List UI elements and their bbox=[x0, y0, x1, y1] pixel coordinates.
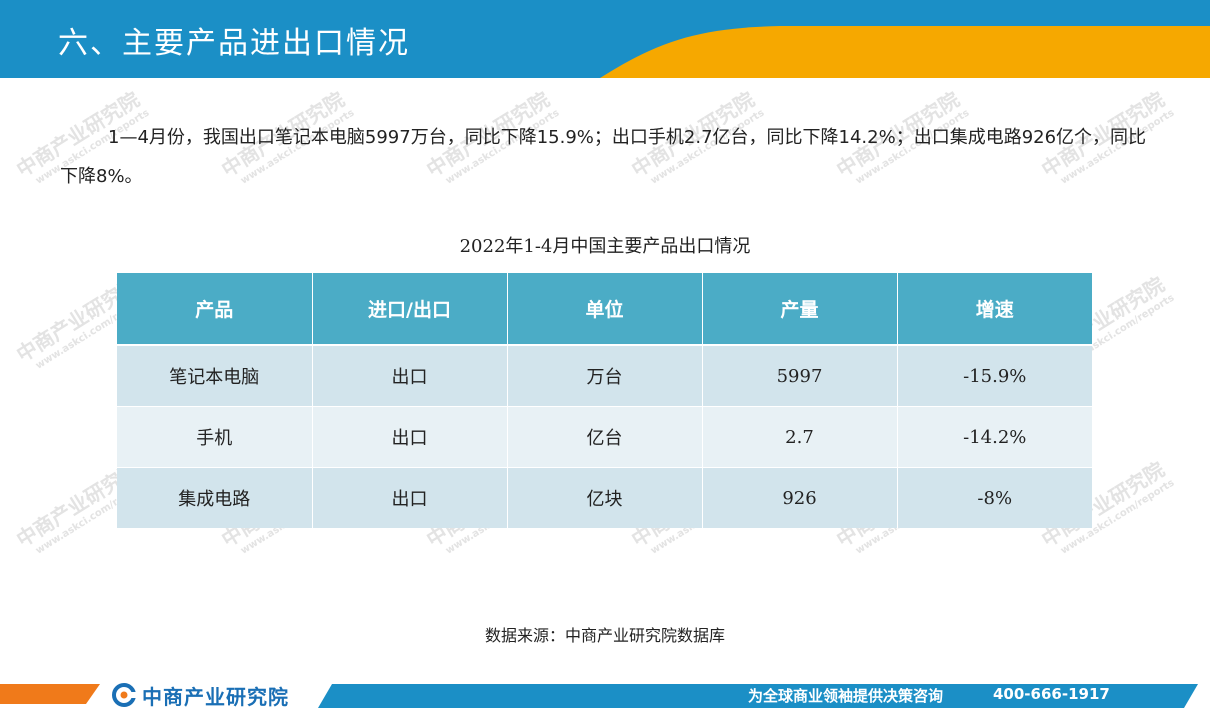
col-header-direction: 进口/出口 bbox=[312, 273, 508, 346]
cell-direction: 出口 bbox=[312, 467, 508, 528]
page-title: 六、主要产品进出口情况 bbox=[58, 26, 410, 61]
col-header-unit: 单位 bbox=[507, 273, 703, 346]
summary-text: 1—4月份，我国出口笔记本电脑5997万台，同比下降15.9%；出口手机2.7亿… bbox=[60, 127, 1147, 187]
cell-unit: 万台 bbox=[507, 345, 703, 407]
cell-quantity: 926 bbox=[702, 467, 898, 528]
logo-text: 中商产业研究院 bbox=[142, 684, 289, 709]
cell-unit: 亿台 bbox=[507, 406, 703, 468]
export-table: 产品 进口/出口 单位 产量 增速 笔记本电脑 出口 万台 5997 -15.9… bbox=[117, 273, 1092, 528]
table-header-row: 产品 进口/出口 单位 产量 增速 bbox=[117, 273, 1092, 346]
header-background bbox=[0, 0, 1210, 78]
cell-growth: -14.2% bbox=[897, 406, 1092, 468]
footer-phone: 400-666-1917 bbox=[993, 685, 1110, 703]
header-banner: 六、主要产品进出口情况 bbox=[0, 0, 1210, 78]
footer-slogan: 为全球商业领袖提供决策咨询 bbox=[748, 687, 944, 705]
cell-quantity: 5997 bbox=[702, 345, 898, 407]
footer-bar bbox=[0, 680, 1210, 718]
table-row: 笔记本电脑 出口 万台 5997 -15.9% bbox=[117, 345, 1092, 407]
table-row: 手机 出口 亿台 2.7 -14.2% bbox=[117, 406, 1092, 468]
cell-direction: 出口 bbox=[312, 406, 508, 468]
cell-product: 集成电路 bbox=[117, 467, 313, 528]
cell-direction: 出口 bbox=[312, 345, 508, 407]
company-logo: 中商产业研究院 bbox=[112, 683, 289, 709]
table-caption: 2022年1-4月中国主要产品出口情况 bbox=[459, 236, 751, 257]
cell-product: 手机 bbox=[117, 406, 313, 468]
logo-icon bbox=[112, 683, 136, 707]
cell-unit: 亿块 bbox=[507, 467, 703, 528]
cell-growth: -8% bbox=[897, 467, 1092, 528]
footer-background bbox=[0, 684, 1198, 708]
col-header-quantity: 产量 bbox=[702, 273, 898, 346]
data-source: 数据来源：中商产业研究院数据库 bbox=[484, 626, 725, 645]
col-header-growth: 增速 bbox=[897, 273, 1092, 346]
col-header-product: 产品 bbox=[117, 273, 313, 346]
summary-paragraph: 1—4月份，我国出口笔记本电脑5997万台，同比下降15.9%；出口手机2.7亿… bbox=[60, 118, 1150, 196]
cell-product: 笔记本电脑 bbox=[117, 345, 313, 407]
cell-growth: -15.9% bbox=[897, 345, 1092, 407]
table-row: 集成电路 出口 亿块 926 -8% bbox=[117, 467, 1092, 528]
cell-quantity: 2.7 bbox=[702, 406, 898, 468]
